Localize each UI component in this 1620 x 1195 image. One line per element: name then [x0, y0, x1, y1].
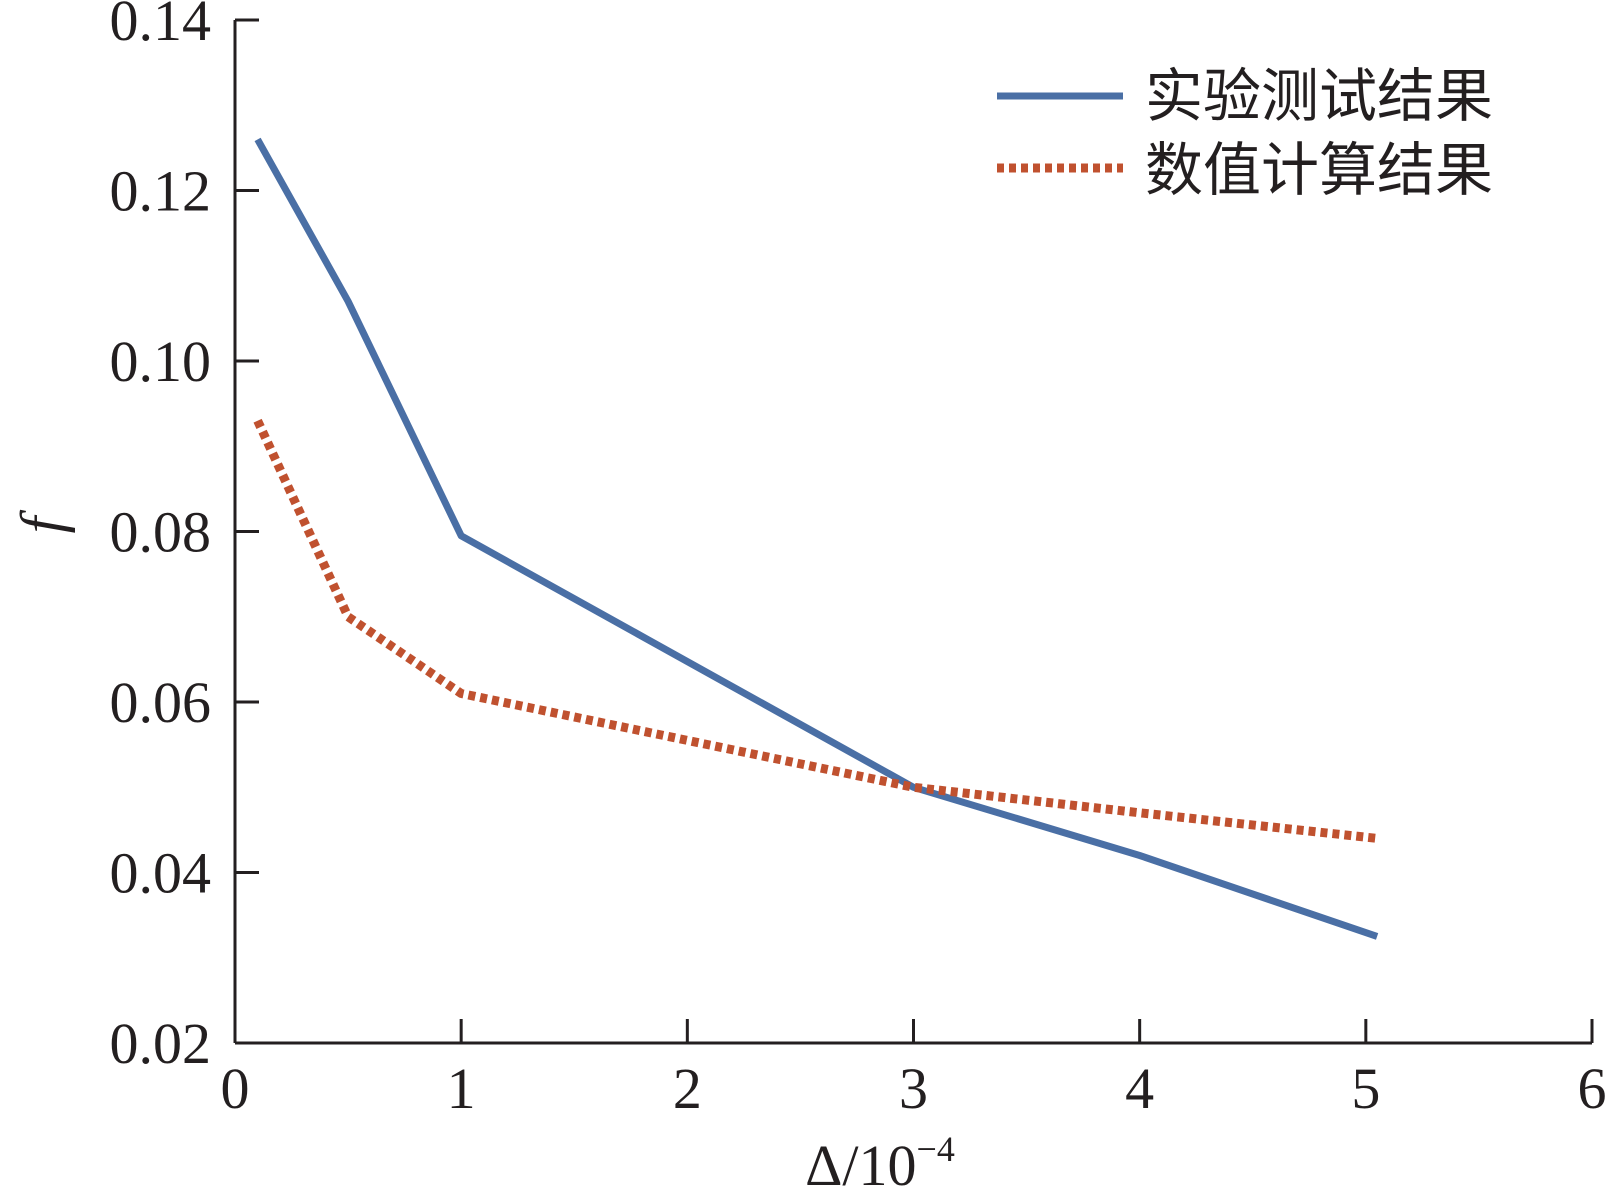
series-layer [253, 137, 1379, 940]
y-axis-label: f [9, 509, 75, 533]
x-axis-label: Δ/10−4 [805, 1129, 955, 1195]
x-axis-ticks: 0 1 2 3 4 5 6 [221, 1019, 1607, 1121]
x-tick-label: 1 [447, 1056, 476, 1121]
x-tick-label: 3 [899, 1056, 928, 1121]
y-tick-label: 0.12 [110, 159, 212, 224]
y-tick-label: 0.04 [110, 841, 212, 906]
series-line-numerical [253, 418, 1378, 843]
y-tick-label: 0.02 [110, 1011, 212, 1076]
x-tick-label: 5 [1351, 1056, 1380, 1121]
series-line-experimental [254, 137, 1379, 940]
y-tick-label: 0.06 [110, 670, 212, 735]
y-tick-label: 0.14 [110, 0, 212, 53]
x-axis-label-superscript: −4 [917, 1129, 955, 1169]
x-tick-label: 6 [1578, 1056, 1607, 1121]
y-tick-label: 0.10 [110, 329, 212, 394]
legend: 实验测试结果 数值计算结果 [997, 62, 1493, 204]
x-axis-label-main: Δ/10 [805, 1133, 916, 1195]
x-tick-label: 2 [673, 1056, 702, 1121]
x-tick-label: 0 [221, 1056, 250, 1121]
legend-label-numerical: 数值计算结果 [1145, 136, 1493, 204]
x-tick-label: 4 [1125, 1056, 1154, 1121]
y-axis-ticks: 0.02 0.04 0.06 0.08 0.10 0.12 0.14 [110, 0, 259, 1076]
legend-label-experimental: 实验测试结果 [1145, 62, 1493, 130]
y-tick-label: 0.08 [110, 500, 212, 565]
